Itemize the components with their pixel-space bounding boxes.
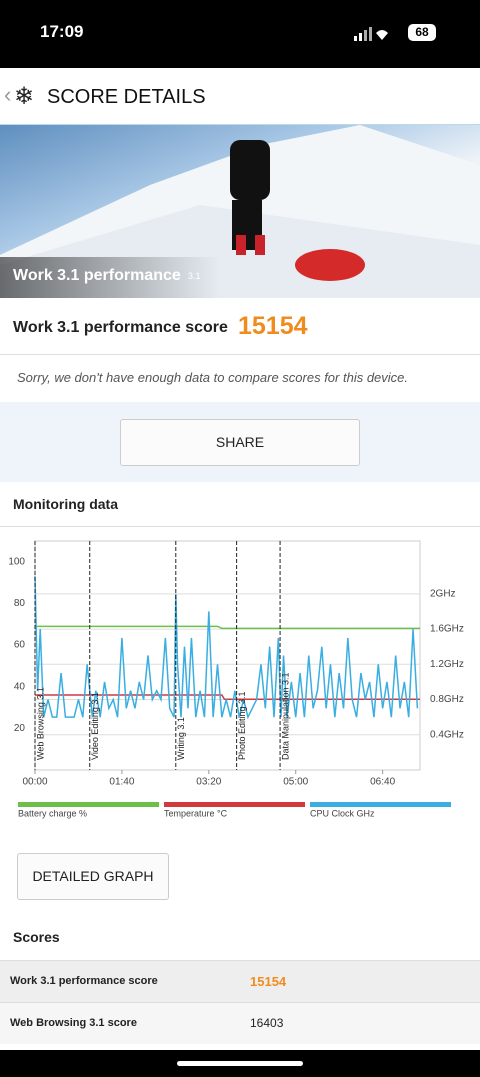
score-card: Work 3.1 performance score 15154: [0, 298, 480, 355]
home-bar: [0, 1050, 480, 1077]
home-indicator: [177, 1061, 303, 1066]
score-row: Web Browsing 3.1 score 16403: [0, 1002, 480, 1044]
hero-title: Work 3.1 performance: [13, 267, 181, 284]
monitoring-card: Monitoring data DETAILED GRAPH Scores Wo…: [0, 482, 480, 1052]
workload-label: Writing 3.1: [176, 717, 186, 760]
score-value: 15154: [238, 312, 308, 340]
legend-swatch: [310, 802, 451, 807]
legend-swatch: [164, 802, 305, 807]
divider: [0, 526, 480, 527]
score-row: Work 3.1 performance score 15154: [0, 960, 480, 1002]
y-tick-label: 40: [14, 681, 26, 692]
row-value: 15154: [250, 974, 287, 989]
note: Sorry, we don't have enough data to comp…: [17, 370, 409, 385]
series-line: [35, 694, 420, 700]
y-tick-label: 100: [8, 556, 25, 567]
back-button[interactable]: ‹: [4, 82, 12, 107]
header-title: SCORE DETAILS: [47, 86, 206, 108]
legend-label: CPU Clock GHz: [310, 808, 375, 818]
y-tick-label: 60: [14, 640, 26, 651]
scores-title: Scores: [13, 929, 60, 945]
header: ‹ ❄ SCORE DETAILS: [0, 68, 480, 126]
x-tick-label: 01:40: [109, 777, 134, 788]
monitoring-chart: 20 40 60 80 100 0.4GHz 0.8GHz 1.2GHz 1.6GHz 2GHz 0…: [8, 540, 464, 818]
x-tick-label: 06:40: [370, 777, 395, 788]
signal-icons: [354, 27, 388, 41]
battery: 68: [408, 24, 436, 41]
row-label: Web Browsing 3.1 score: [10, 1017, 137, 1029]
x-tick-label: 05:00: [283, 777, 308, 788]
hero-badge: 3.1: [188, 271, 201, 281]
y2-tick-label: 2GHz: [430, 588, 456, 599]
x-tick-label: 03:20: [196, 777, 221, 788]
x-tick-label: 00:00: [22, 777, 47, 788]
workload-label: Data Manipulation 3.1: [280, 672, 290, 760]
note-card: Sorry, we don't have enough data to comp…: [0, 355, 480, 402]
monitoring-title: Monitoring data: [13, 496, 118, 512]
workload-label: Photo Editing 3.1: [237, 691, 247, 760]
row-label: Work 3.1 performance score: [10, 975, 158, 987]
workload-label: Web Browsing 3.1: [35, 687, 45, 760]
y2-tick-label: 0.4GHz: [430, 729, 464, 740]
row-value: 16403: [250, 1016, 284, 1030]
y2-tick-label: 1.2GHz: [430, 659, 464, 670]
legend-label: Battery charge %: [18, 808, 87, 818]
hero-shade: [0, 257, 220, 298]
series-line: [34, 576, 419, 720]
status-bar: 17:09 68: [0, 0, 480, 68]
detailed-graph-button[interactable]: DETAILED GRAPH: [17, 853, 169, 900]
logo: ❄: [14, 83, 35, 110]
hero-image: Work 3.1 performance 3.1: [0, 125, 480, 298]
time: 17:09: [40, 22, 84, 41]
y2-tick-label: 0.8GHz: [430, 694, 464, 705]
score-label: Work 3.1 performance score: [13, 319, 228, 336]
share-button[interactable]: SHARE: [120, 419, 360, 466]
legend-swatch: [18, 802, 159, 807]
y-tick-label: 80: [14, 598, 26, 609]
y2-tick-label: 1.6GHz: [430, 624, 464, 635]
legend-label: Temperature °C: [164, 808, 228, 818]
workload-label: Video Editing 3.1: [90, 692, 100, 760]
series-line: [35, 625, 420, 630]
y-tick-label: 20: [14, 723, 26, 734]
